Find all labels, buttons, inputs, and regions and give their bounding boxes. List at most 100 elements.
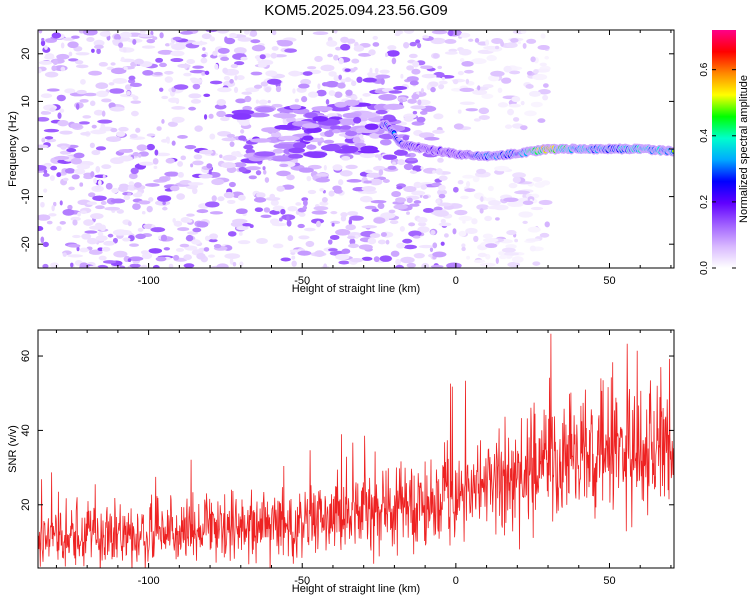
noise-blob: [286, 116, 296, 124]
noise-blob: [409, 41, 417, 47]
noise-blob: [279, 163, 289, 168]
noise-blob: [231, 151, 239, 157]
noise-blob: [129, 133, 138, 139]
noise-blob: [358, 244, 373, 250]
noise-blob: [40, 40, 46, 47]
noise-blob: [437, 202, 453, 207]
noise-blob: [224, 37, 236, 45]
noise-blob: [514, 238, 519, 243]
noise-blob: [380, 212, 396, 219]
noise-blob: [395, 197, 407, 203]
noise-blob: [43, 128, 60, 133]
snr-series-line: [38, 333, 674, 568]
noise-blob: [239, 120, 250, 126]
noise-blob: [211, 195, 217, 202]
noise-blob: [165, 158, 175, 164]
noise-blob: [122, 237, 131, 242]
noise-blob: [276, 170, 291, 177]
noise-blob: [128, 75, 136, 81]
noise-blob: [233, 86, 239, 94]
noise-cluster: [255, 106, 275, 113]
noise-blob: [501, 247, 516, 253]
snr-xtick-label: 0: [453, 575, 459, 587]
noise-blob: [196, 221, 209, 228]
noise-blob: [214, 103, 227, 110]
noise-blob: [473, 259, 486, 264]
noise-blob: [172, 254, 180, 261]
noise-blob: [506, 230, 517, 236]
noise-blob: [292, 88, 296, 94]
noise-blob: [110, 67, 127, 75]
noise-blob: [333, 30, 338, 34]
noise-blob: [142, 70, 154, 76]
noise-blob: [145, 183, 160, 187]
noise-blob: [57, 112, 62, 120]
noise-blob: [245, 166, 261, 171]
noise-blob: [211, 178, 225, 186]
noise-blob: [234, 75, 238, 81]
noise-blob: [68, 186, 75, 191]
noise-blob: [338, 179, 344, 186]
noise-blob: [403, 186, 417, 193]
noise-blob: [408, 230, 422, 237]
noise-blob: [187, 219, 193, 223]
noise-blob: [130, 100, 142, 104]
noise-blob: [209, 233, 219, 240]
noise-blob: [183, 72, 192, 77]
noise-blob: [453, 123, 464, 130]
noise-cluster: [342, 112, 360, 119]
noise-blob: [214, 63, 219, 70]
noise-blob: [209, 36, 216, 42]
noise-blob: [186, 213, 195, 217]
noise-blob: [270, 199, 279, 206]
noise-blob: [97, 119, 113, 124]
snr-ticks: -100 -50 0 50 20 40 60: [20, 330, 674, 587]
colorbar-tick-label: 0.6: [699, 62, 710, 76]
noise-blob: [328, 248, 338, 252]
noise-blob: [335, 253, 350, 261]
noise-blob: [472, 175, 480, 183]
noise-blob: [217, 87, 232, 93]
noise-blob: [86, 237, 98, 245]
noise-blob: [251, 44, 266, 52]
noise-cluster: [306, 126, 322, 134]
noise-blob: [438, 175, 448, 181]
noise-blob: [187, 182, 204, 186]
noise-blob: [241, 91, 253, 95]
noise-blob: [432, 53, 439, 59]
noise-blob: [540, 180, 551, 186]
noise-blob: [393, 85, 408, 90]
noise-blob: [140, 250, 149, 255]
noise-blob: [307, 91, 319, 98]
noise-blob: [103, 240, 115, 246]
snr-plot-area: [38, 333, 674, 568]
noise-cluster: [375, 109, 388, 115]
noise-blob: [56, 172, 62, 178]
noise-blob: [264, 177, 270, 183]
noise-blob: [257, 63, 267, 68]
noise-blob: [168, 263, 174, 268]
noise-blob: [418, 132, 435, 139]
noise-blob: [422, 195, 429, 199]
spectrogram-frame: [37, 29, 675, 269]
noise-blob: [396, 242, 406, 249]
noise-blob: [353, 66, 358, 71]
noise-blob: [256, 192, 266, 199]
noise-blob: [458, 32, 471, 38]
noise-blob: [119, 31, 132, 39]
noise-blob: [59, 220, 66, 225]
noise-blob: [67, 254, 84, 258]
noise-blob: [183, 254, 192, 261]
noise-blob: [481, 93, 494, 99]
noise-blob: [126, 91, 131, 96]
noise-blob: [40, 236, 45, 244]
noise-blob: [380, 232, 387, 237]
noise-blob: [412, 60, 420, 68]
noise-blob: [42, 241, 49, 248]
noise-blob: [119, 47, 135, 53]
noise-blob: [162, 201, 166, 205]
noise-blob: [167, 121, 178, 127]
snr-ytick-label: 40: [20, 424, 32, 436]
noise-blob: [128, 256, 144, 262]
noise-blob: [520, 30, 527, 34]
